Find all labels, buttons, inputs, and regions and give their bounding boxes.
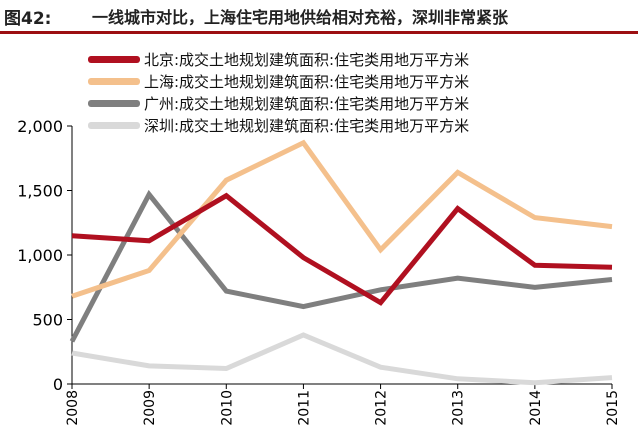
x-tick-label: 2011 <box>296 390 312 426</box>
legend-swatch <box>88 121 140 129</box>
x-tick-label: 2008 <box>65 390 81 426</box>
series-3 <box>71 332 613 386</box>
y-tick-label: 500 <box>32 311 63 330</box>
header-divider <box>0 31 638 34</box>
figure-title: 一线城市对比，上海住宅用地供给相对充裕，深圳非常紧张 <box>92 8 509 27</box>
legend-label: 广州:成交土地规划建筑面积:住宅类用地万平方米 <box>144 94 470 113</box>
y-axis: 0 500 1,000 1,500 2,000 <box>17 117 73 394</box>
legend-item: 北京:成交土地规划建筑面积:住宅类用地万平方米 <box>88 48 469 70</box>
y-tick-label: 1,000 <box>17 246 63 265</box>
series-0 <box>71 192 613 306</box>
legend-item: 广州:成交土地规划建筑面积:住宅类用地万平方米 <box>88 92 469 114</box>
y-tick-label: 0 <box>53 375 63 394</box>
x-tick-label: 2014 <box>528 390 544 426</box>
legend-item: 上海:成交土地规划建筑面积:住宅类用地万平方米 <box>88 70 469 92</box>
x-tick-label: 2009 <box>142 390 158 426</box>
figure-header: 图42: 一线城市对比，上海住宅用地供给相对充裕，深圳非常紧张 <box>0 0 638 30</box>
x-tick-label: 2013 <box>451 390 467 426</box>
legend-swatch <box>88 77 140 85</box>
series-2 <box>69 189 613 343</box>
chart-legend: 北京:成交土地规划建筑面积:住宅类用地万平方米 上海:成交土地规划建筑面积:住宅类… <box>88 48 469 136</box>
x-tick-label: 2012 <box>374 390 390 426</box>
y-tick-label: 2,000 <box>17 117 63 136</box>
series-line <box>71 332 613 386</box>
series-line <box>71 139 613 299</box>
legend-label: 上海:成交土地规划建筑面积:住宅类用地万平方米 <box>144 72 470 91</box>
y-tick-label: 1,500 <box>17 182 63 201</box>
x-tick-label: 2015 <box>605 390 621 426</box>
x-tick-label: 2010 <box>219 390 235 426</box>
x-axis: 2008 2009 2010 2011 2012 2013 2014 2015 <box>65 383 621 426</box>
series-1 <box>71 139 613 299</box>
legend-item: 深圳:成交土地规划建筑面积:住宅类用地万平方米 <box>88 114 469 136</box>
figure-label: 图42: <box>4 9 52 29</box>
legend-label: 深圳:成交土地规划建筑面积:住宅类用地万平方米 <box>144 116 470 135</box>
series-line <box>71 192 613 306</box>
legend-swatch <box>88 99 140 107</box>
series-line <box>69 189 613 343</box>
legend-swatch <box>88 55 140 63</box>
legend-label: 北京:成交土地规划建筑面积:住宅类用地万平方米 <box>144 50 470 69</box>
